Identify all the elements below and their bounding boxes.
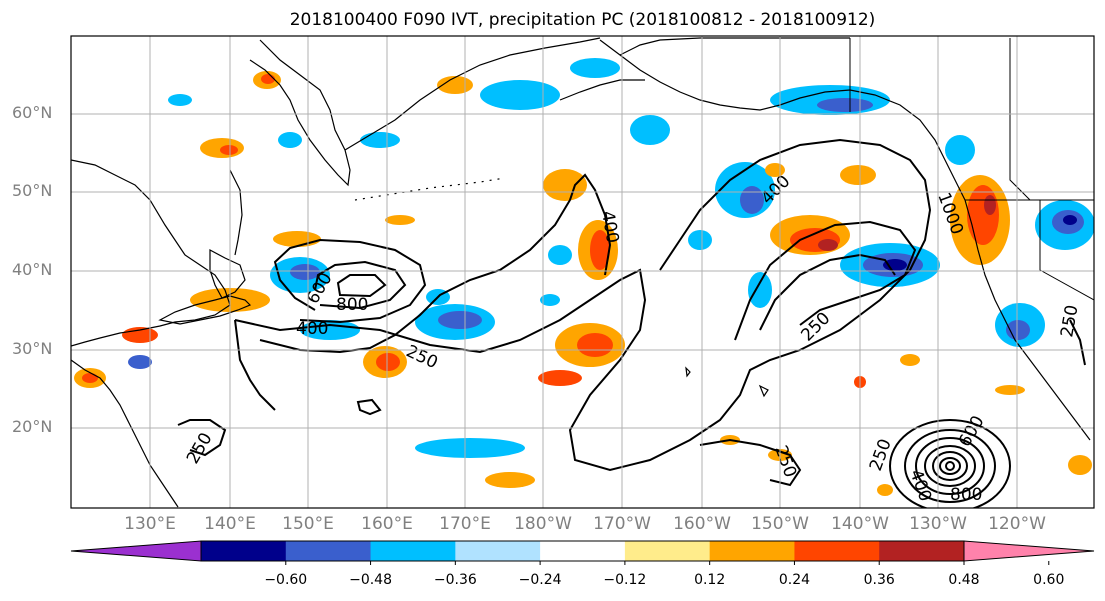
precip-blob xyxy=(995,385,1025,395)
colorbar-tick-label: −0.36 xyxy=(433,572,477,588)
contour-label-group: 400 400 600 800 400 250 250 250 250 250 … xyxy=(183,171,1083,505)
precip-blob xyxy=(82,373,98,383)
colorbar-tick-label: 0.36 xyxy=(863,572,895,588)
precip-blob xyxy=(967,185,999,245)
contour-label: 250 xyxy=(183,429,217,467)
precip-blob xyxy=(540,294,560,306)
precip-blob xyxy=(1063,215,1077,225)
precip-blob xyxy=(688,230,712,250)
lat-tick-label: 60°N xyxy=(12,103,53,122)
lon-tick-label: 160°E xyxy=(361,514,413,534)
colorbar-segment xyxy=(370,541,456,561)
coastlines xyxy=(71,37,1094,508)
precip-blob xyxy=(748,272,772,308)
lat-tick-label: 30°N xyxy=(12,339,53,358)
contour-label: 250 xyxy=(797,308,834,345)
map-frame xyxy=(70,35,1095,509)
graticule xyxy=(71,36,1094,508)
precip-blob xyxy=(877,484,893,496)
lon-tick-label: 180°W xyxy=(514,514,572,534)
precip-blob xyxy=(273,231,321,247)
colorbar-segment xyxy=(624,541,711,561)
precip-blob xyxy=(437,76,473,94)
colorbar-segment xyxy=(540,541,626,561)
colorbar-tick-label: 0.24 xyxy=(778,572,811,588)
lon-tick-label: 170°W xyxy=(593,514,651,534)
precip-blob xyxy=(300,320,360,340)
colorbar-tick-label: 0.12 xyxy=(694,572,726,588)
colorbar-frame xyxy=(200,540,965,562)
contour-label: 250 xyxy=(770,443,800,480)
lon-tick-label: 160°W xyxy=(673,514,731,534)
precip-blob xyxy=(278,132,302,148)
precip-blob xyxy=(1068,455,1092,475)
colorbar-segment xyxy=(794,541,880,561)
precip-blob xyxy=(817,98,873,112)
lon-tick-label: 140°E xyxy=(204,514,256,534)
precip-blob xyxy=(570,58,620,78)
precip-blob xyxy=(290,264,320,280)
contour-label: 800 xyxy=(950,485,982,505)
lon-tick-label: 150°W xyxy=(751,514,809,534)
lon-tick-label: 150°E xyxy=(282,514,334,534)
colorbar-tick-label: −0.48 xyxy=(349,572,392,588)
precip-blob xyxy=(840,165,876,185)
lon-tick-label: 120°W xyxy=(988,514,1046,534)
colorbar-tick-label: −0.12 xyxy=(603,572,647,588)
precip-blob xyxy=(376,353,400,371)
precip-blob xyxy=(577,333,613,357)
precip-blob xyxy=(740,186,764,214)
contour-label: 400 xyxy=(296,319,328,339)
precip-blob xyxy=(480,80,560,110)
lat-tick-label: 40°N xyxy=(12,260,53,279)
lat-tick-label: 50°N xyxy=(12,181,53,200)
colorbar-segment xyxy=(455,541,541,561)
precip-blob xyxy=(590,230,610,270)
precip-blob xyxy=(261,74,275,84)
colorbar-tick-label: 0.48 xyxy=(948,572,980,588)
precip-blob xyxy=(630,115,670,145)
precipitation-shading xyxy=(74,58,1094,496)
precip-blob xyxy=(415,438,525,458)
colorbar-segment xyxy=(285,541,372,561)
colorbar-extend-high xyxy=(963,540,1095,562)
precip-blob xyxy=(543,169,587,201)
colorbar xyxy=(70,540,1095,565)
precip-blob xyxy=(538,370,582,386)
lon-tick-label: 130°E xyxy=(124,514,176,534)
precip-blob xyxy=(548,245,572,265)
colorbar-tick-label: −0.24 xyxy=(518,572,562,588)
lon-tick-label: 140°W xyxy=(831,514,889,534)
precip-blob xyxy=(128,355,152,369)
precip-blob xyxy=(220,145,238,155)
precip-blob xyxy=(883,259,907,271)
colorbar-tick-label: −0.60 xyxy=(264,572,308,588)
precip-blob xyxy=(360,132,400,148)
precip-blob xyxy=(168,94,192,106)
colorbar-tick-label: 0.60 xyxy=(1033,572,1065,588)
precip-blob xyxy=(818,239,838,251)
colorbar-segment xyxy=(201,541,287,561)
contour-label: 600 xyxy=(955,412,989,450)
precip-blob xyxy=(945,135,975,165)
contour-label: 400 xyxy=(905,467,935,504)
contour-label: 250 xyxy=(866,436,896,473)
precip-blob xyxy=(385,215,415,225)
precip-blob xyxy=(984,195,996,215)
precip-blob xyxy=(438,311,482,329)
map-title: 2018100400 F090 IVT, precipitation PC (2… xyxy=(289,10,876,30)
precip-blob xyxy=(485,472,535,488)
contour-label: 800 xyxy=(336,295,368,315)
contour-label: 250 xyxy=(1057,303,1082,338)
lon-tick-label: 170°E xyxy=(439,514,491,534)
colorbar-segment xyxy=(709,541,795,561)
colorbar-segment xyxy=(879,541,965,561)
lon-tick-label: 130°W xyxy=(909,514,967,534)
colorbar-extend-low xyxy=(70,540,202,562)
precip-blob xyxy=(900,354,920,366)
lat-tick-label: 20°N xyxy=(12,417,53,436)
